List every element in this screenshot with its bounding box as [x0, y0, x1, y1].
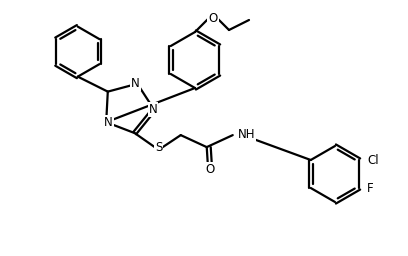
- Text: NH: NH: [238, 127, 255, 141]
- Text: F: F: [367, 182, 374, 195]
- Text: Cl: Cl: [367, 154, 379, 166]
- Text: O: O: [205, 163, 214, 176]
- Text: N: N: [149, 103, 157, 116]
- Text: N: N: [131, 77, 140, 90]
- Text: N: N: [104, 116, 113, 129]
- Text: O: O: [208, 12, 217, 25]
- Text: S: S: [155, 141, 162, 154]
